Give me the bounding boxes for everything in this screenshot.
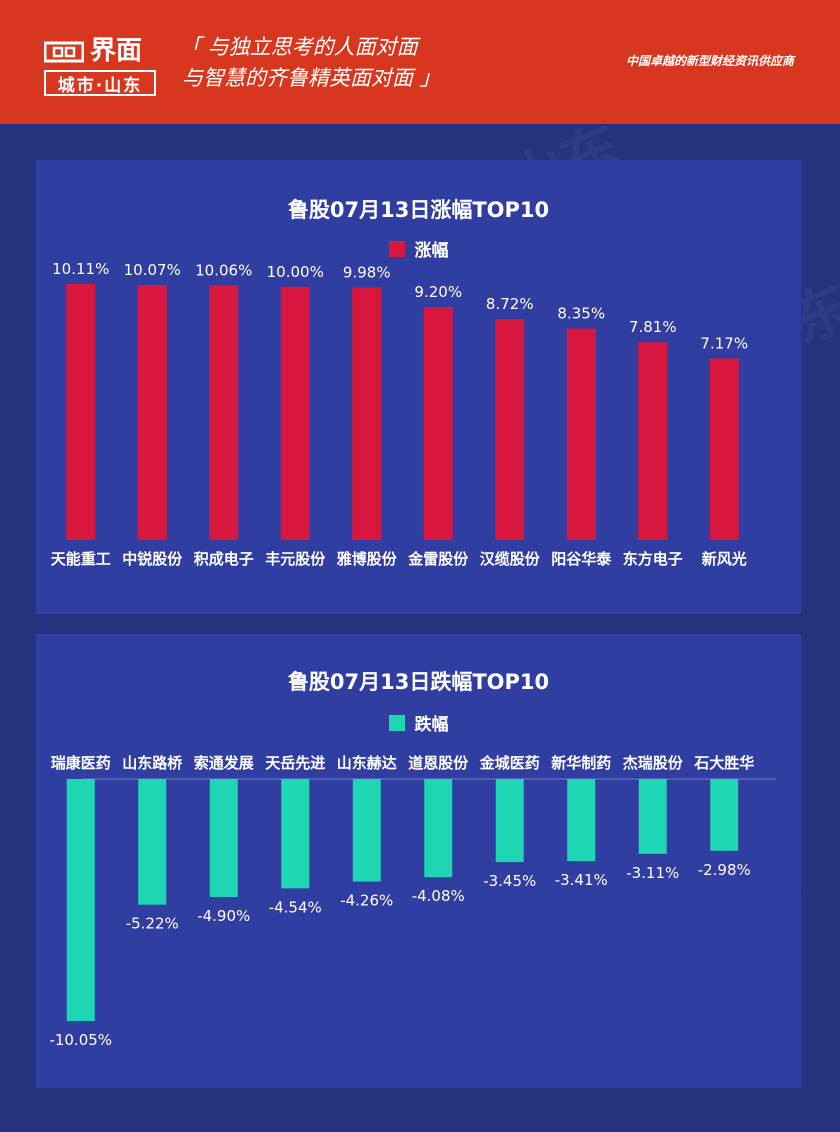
data-label: -3.45% xyxy=(483,872,536,890)
data-label: 7.17% xyxy=(700,334,748,352)
chart-title: 鲁股07月13日涨幅TOP10 xyxy=(287,198,550,222)
tick-label: 丰元股份 xyxy=(265,550,326,568)
tick-label: 天能重工 xyxy=(51,550,111,568)
data-label: 10.06% xyxy=(195,261,252,279)
header-banner: 界面 城市·山东 「 与独立思考的人面对面 与智慧的齐鲁精英面对面 」 中国卓越… xyxy=(0,0,840,124)
tagline: 中国卓越的新型财经资讯供应商 xyxy=(625,54,794,68)
bar xyxy=(66,779,95,1021)
tick-label: 新华制药 xyxy=(551,754,611,772)
bar xyxy=(495,319,525,540)
bar xyxy=(209,779,238,897)
data-label: -10.05% xyxy=(49,1031,112,1049)
tick-label: 山东路桥 xyxy=(122,754,183,772)
tick-label: 新风光 xyxy=(702,550,747,568)
data-label: -4.90% xyxy=(197,907,250,925)
legend-label: 跌幅 xyxy=(414,715,449,735)
tick-label: 道恩股份 xyxy=(408,754,469,772)
tick-label: 积成电子 xyxy=(194,550,254,568)
data-label: -4.54% xyxy=(269,898,322,916)
data-label: -5.22% xyxy=(126,915,179,933)
bar xyxy=(567,779,596,862)
bar xyxy=(424,779,453,878)
tick-label: 杰瑞股份 xyxy=(623,754,684,772)
data-label: -3.41% xyxy=(555,871,608,889)
bar xyxy=(352,287,382,540)
logo-text: 界面 xyxy=(90,36,143,66)
tick-label: 汉缆股份 xyxy=(480,550,541,568)
tick-label: 天岳先进 xyxy=(265,754,325,772)
chart-legend: 跌幅 xyxy=(36,710,801,735)
bar xyxy=(66,284,96,540)
bar xyxy=(352,779,381,882)
slogan: 「 与独立思考的人面对面 与智慧的齐鲁精英面对面 」 xyxy=(180,32,500,94)
data-label: -2.98% xyxy=(698,861,751,879)
chart-legend: 涨幅 xyxy=(36,236,801,261)
logo-mark-icon xyxy=(43,40,85,63)
losers-chart: -10.05% 瑞康医药 -5.22% 山东路桥 -4.90% 索通发展 -4.54% 天岳先… xyxy=(49,754,776,1049)
data-label: -4.26% xyxy=(340,892,393,910)
data-label: 10.11% xyxy=(52,260,109,278)
brand-logo: 界面 城市·山东 xyxy=(43,36,158,98)
tick-label: 山东赫达 xyxy=(337,754,397,772)
tick-label: 金城医药 xyxy=(479,754,540,772)
data-label: -4.08% xyxy=(412,887,465,905)
tick-label: 石大胜华 xyxy=(693,754,754,772)
tick-label: 东方电子 xyxy=(623,550,683,568)
data-label: 10.00% xyxy=(267,263,324,281)
logo-subtitle: 城市·山东 xyxy=(44,70,156,96)
legend-swatch xyxy=(388,240,405,257)
data-label: 10.07% xyxy=(124,261,181,279)
tick-label: 瑞康医药 xyxy=(51,754,111,772)
tick-label: 金雷股份 xyxy=(407,550,469,568)
gainers-chart: 10.11% 天能重工 10.07% 中锐股份 10.06% 积成电子 10.00% 丰元股份… xyxy=(51,260,748,568)
bar xyxy=(280,286,310,540)
bar xyxy=(709,358,739,540)
data-label: 7.81% xyxy=(629,318,677,336)
tick-label: 阳谷华泰 xyxy=(551,550,612,568)
bar xyxy=(209,285,239,540)
slogan-line-2: 与智慧的齐鲁精英面对面 」 xyxy=(182,66,441,90)
data-label: -3.11% xyxy=(626,864,679,882)
tick-label: 雅博股份 xyxy=(336,550,398,568)
chart-title: 鲁股07月13日跌幅TOP10 xyxy=(287,670,550,694)
bar xyxy=(638,342,668,540)
bar xyxy=(495,779,524,863)
data-label: 9.20% xyxy=(414,283,462,301)
bar xyxy=(281,779,310,889)
gainers-panel: 10.11% 天能重工 10.07% 中锐股份 10.06% 积成电子 10.00% 丰元股份… xyxy=(36,160,801,614)
bar xyxy=(710,779,739,851)
legend-swatch xyxy=(388,714,405,731)
data-label: 9.98% xyxy=(343,263,391,281)
bar xyxy=(638,779,667,854)
legend-label: 涨幅 xyxy=(414,241,449,261)
bar xyxy=(138,779,167,905)
bar xyxy=(423,307,453,540)
data-label: 8.72% xyxy=(486,295,534,313)
tick-label: 索通发展 xyxy=(194,754,254,772)
data-label: 8.35% xyxy=(557,305,605,323)
bar xyxy=(566,328,596,540)
bar xyxy=(137,285,167,540)
tick-label: 中锐股份 xyxy=(122,550,183,568)
losers-panel: -10.05% 瑞康医药 -5.22% 山东路桥 -4.90% 索通发展 -4.54% 天岳先… xyxy=(36,634,801,1088)
slogan-line-1: 「 与独立思考的人面对面 xyxy=(180,35,418,59)
